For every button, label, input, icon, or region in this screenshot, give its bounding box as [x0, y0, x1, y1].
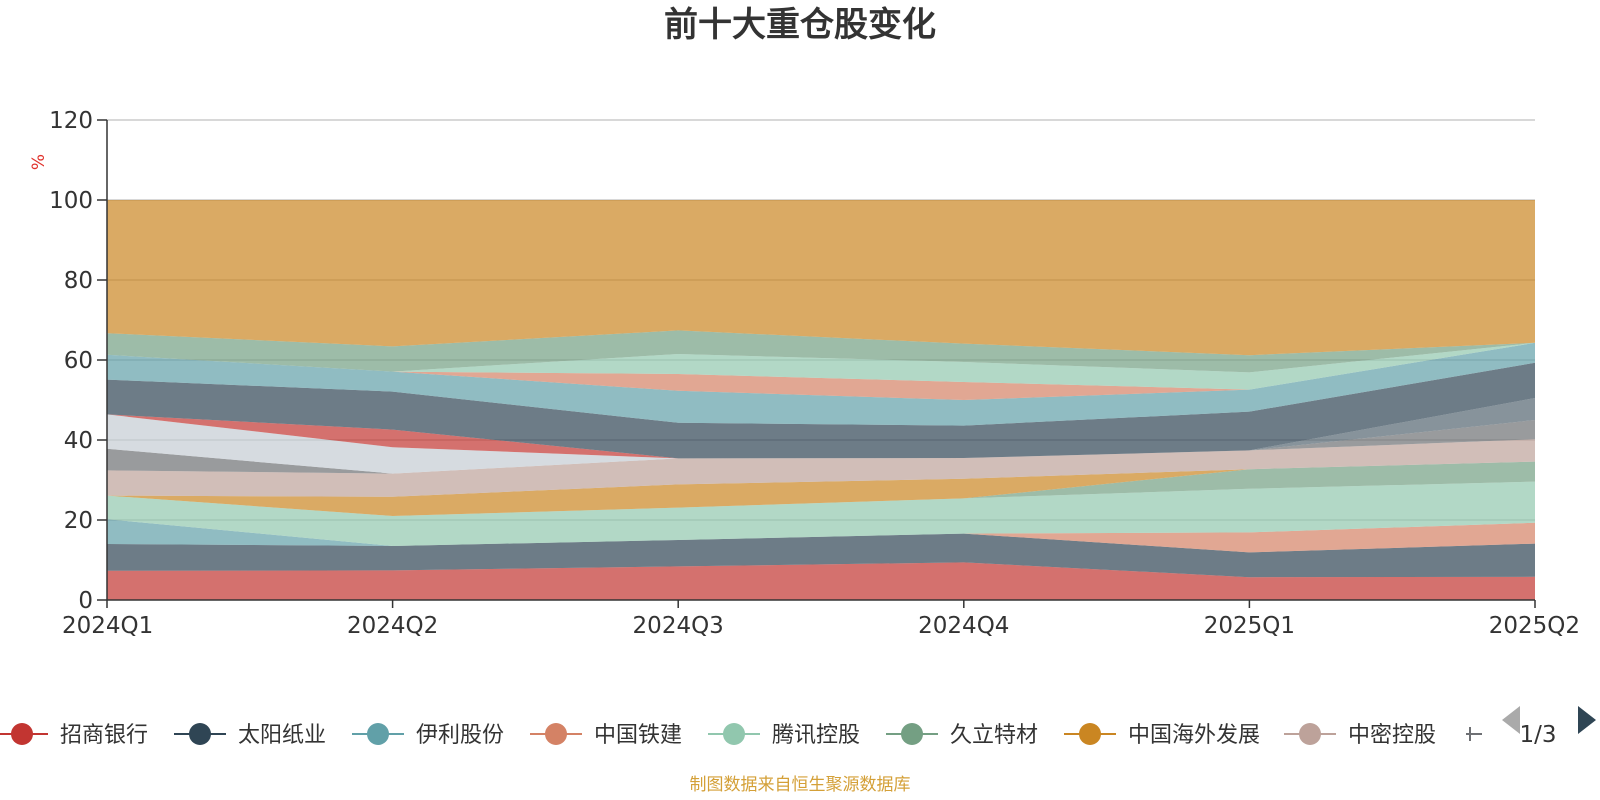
x-tick-label: 2025Q1: [1204, 613, 1295, 639]
triangle-right-icon[interactable]: [1578, 706, 1596, 734]
legend: 招商银行 太阳纸业 伊利股份 中国铁建 腾讯控股 久立特材 中国海外发展 中密控股: [0, 723, 1482, 748]
legend-marker-icon: [545, 723, 567, 745]
legend-label: 中密控股: [1348, 723, 1436, 748]
legend-marker-icon: [723, 723, 745, 745]
area-series-4[interactable]: [107, 519, 1535, 553]
legend-label: 太阳纸业: [238, 723, 326, 748]
legend-item[interactable]: 太阳纸业: [174, 723, 326, 748]
area-series-13[interactable]: [107, 362, 1535, 459]
legend-marker-icon: [1079, 723, 1101, 745]
legend-label: 伊利股份: [416, 723, 504, 748]
stacked-areas: [107, 200, 1535, 600]
legend-pager: 1/3: [1502, 706, 1596, 748]
triangle-left-icon[interactable]: [1502, 706, 1520, 734]
y-tick-label: 0: [78, 588, 93, 614]
area-series-14[interactable]: [107, 342, 1535, 426]
legend-item[interactable]: 中国海外发展: [1064, 723, 1260, 748]
y-tick-label: 120: [49, 108, 93, 134]
legend-item[interactable]: 中国铁建: [530, 723, 682, 748]
y-tick-label: 80: [64, 268, 93, 294]
legend-label: 腾讯控股: [772, 723, 860, 748]
area-series-1[interactable]: [107, 562, 1535, 600]
area-series-7[interactable]: [107, 461, 1535, 516]
area-series-17[interactable]: [107, 330, 1535, 373]
legend-label: 中国铁建: [594, 723, 682, 748]
legend-item[interactable]: 伊利股份: [352, 723, 504, 748]
legend-item[interactable]: 久立特材: [886, 723, 1038, 748]
y-axis-unit: %: [29, 154, 49, 170]
legend-item[interactable]: 中密控股: [1284, 723, 1436, 748]
x-tick-label: 2024Q4: [918, 613, 1009, 639]
x-tick-label: 2024Q3: [633, 613, 724, 639]
x-tick-label: 2024Q2: [347, 613, 438, 639]
legend-marker-icon: [189, 723, 211, 745]
area-series-6[interactable]: [107, 461, 1535, 516]
x-tick-label: 2025Q2: [1489, 613, 1580, 639]
y-tick-label: 40: [64, 428, 93, 454]
legend-marker-icon: [367, 723, 389, 745]
legend-label: 招商银行: [60, 723, 148, 748]
y-tick-label: 60: [64, 348, 93, 374]
y-tick-label: 20: [64, 508, 93, 534]
chart-title: 前十大重仓股变化: [664, 5, 936, 45]
legend-item[interactable]: 腾讯控股: [708, 723, 860, 748]
legend-label: 中国海外发展: [1128, 723, 1260, 748]
axes: 0 20 40 60 80 100 120 2024Q1 2024Q2 2024Q3 2024Q4 2…: [49, 108, 1580, 639]
legend-marker-icon: [11, 723, 33, 745]
legend-page-indicator: 1/3: [1519, 722, 1556, 748]
area-series-18[interactable]: [107, 200, 1535, 356]
area-series-5[interactable]: [107, 481, 1535, 546]
legend-marker-icon: [1299, 723, 1321, 745]
area-series-11[interactable]: [107, 398, 1535, 474]
area-series-2[interactable]: [107, 533, 1535, 578]
area-series-12[interactable]: [107, 398, 1535, 459]
legend-label: 久立特材: [950, 723, 1038, 748]
x-tick-label: 2024Q1: [62, 613, 153, 639]
data-source-note: 制图数据来自恒生聚源数据库: [690, 775, 911, 795]
y-tick-label: 100: [49, 188, 93, 214]
area-series-8[interactable]: [107, 439, 1535, 497]
area-series-9[interactable]: [107, 420, 1535, 474]
legend-marker-icon: [901, 723, 923, 745]
legend-item[interactable]: 招商银行: [0, 723, 148, 748]
area-series-15[interactable]: [107, 342, 1535, 400]
area-series-16[interactable]: [107, 342, 1535, 390]
